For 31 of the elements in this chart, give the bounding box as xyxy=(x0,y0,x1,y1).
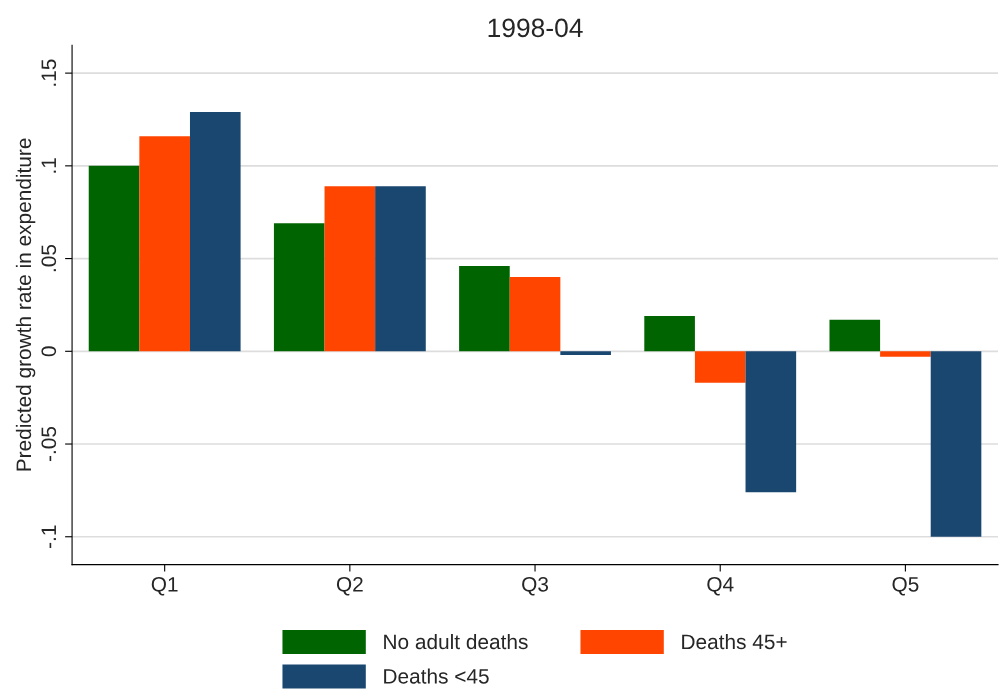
bar xyxy=(189,112,241,352)
bar xyxy=(880,351,931,357)
bar xyxy=(139,136,190,352)
bar xyxy=(88,165,140,352)
chart-title: 1998-04 xyxy=(488,18,583,38)
y-tick-label: .15 xyxy=(41,59,57,86)
bar xyxy=(375,186,426,352)
bar xyxy=(560,351,611,356)
x-tick-label: Q2 xyxy=(336,576,363,596)
bar xyxy=(459,265,510,352)
legend-label: Deaths 45+ xyxy=(682,633,787,650)
y-tick-label: -.05 xyxy=(41,426,57,462)
legend-label: No adult deaths xyxy=(384,633,528,650)
y-tick-label: .05 xyxy=(41,244,57,272)
bar xyxy=(273,223,325,352)
x-tick-label: Q4 xyxy=(707,576,734,596)
bar xyxy=(324,186,376,352)
bar xyxy=(644,316,695,352)
legend-label: Deaths <45 xyxy=(384,668,489,684)
x-tick-label: Q1 xyxy=(151,576,178,596)
y-tick-label: -.1 xyxy=(41,525,56,548)
bar xyxy=(745,351,797,493)
bar xyxy=(509,277,561,352)
x-tick-label: Q3 xyxy=(522,576,549,596)
bar xyxy=(930,351,982,537)
y-tick-label: 0 xyxy=(41,346,57,357)
x-tick-label: Q5 xyxy=(892,576,919,596)
bar xyxy=(829,319,881,352)
y-axis-title: Predicted growth rate in expenditure xyxy=(15,138,36,471)
y-tick-label: .1 xyxy=(41,158,56,173)
bar xyxy=(694,351,746,383)
